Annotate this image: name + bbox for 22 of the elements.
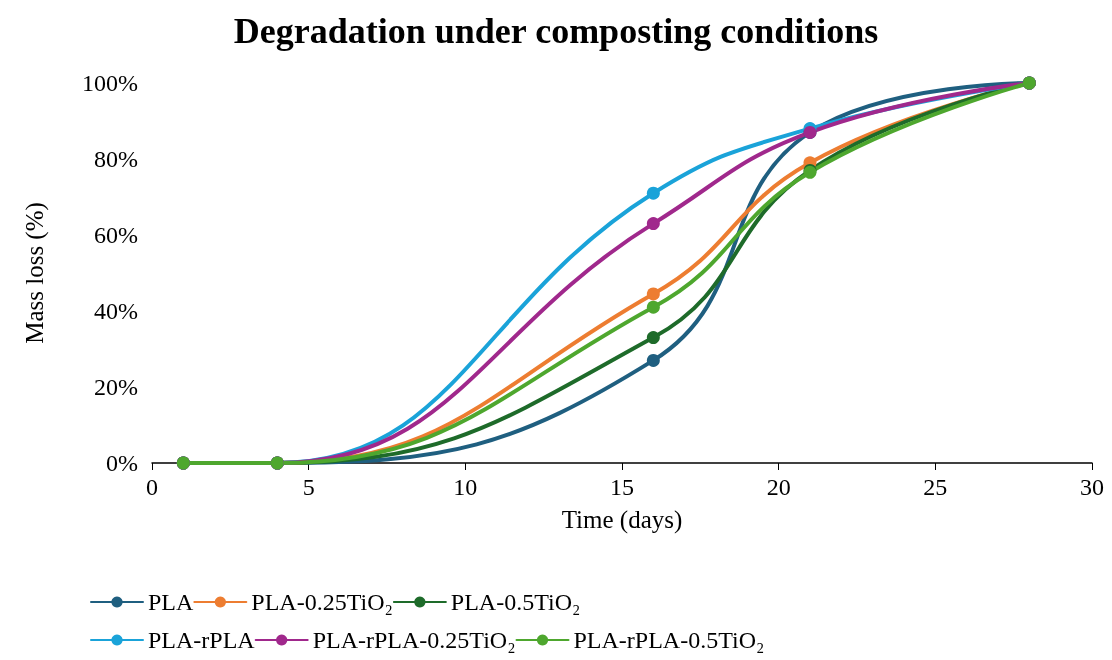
legend-label: PLA-rPLA xyxy=(148,627,256,653)
legend-label: PLA-0.25TiO₂ xyxy=(251,589,393,615)
legend-label: PLA xyxy=(148,589,195,615)
x-tick-label: 25 xyxy=(923,474,948,500)
y-tick-label: 0% xyxy=(106,450,138,476)
x-tick-label: 5 xyxy=(302,474,315,500)
x-tick-label: 10 xyxy=(453,474,478,500)
y-tick-label: 80% xyxy=(94,146,138,172)
x-tick-label: 30 xyxy=(1080,474,1104,500)
x-tick-label: 20 xyxy=(766,474,791,500)
x-axis-title: Time (days) xyxy=(561,506,683,534)
y-tick-label: 20% xyxy=(94,374,138,400)
y-tick-label: 60% xyxy=(94,222,138,248)
chart-title: Degradation under composting conditions xyxy=(233,11,879,51)
legend-label: PLA-rPLA-0.5TiO₂ xyxy=(573,627,765,653)
y-tick-label: 40% xyxy=(94,298,138,324)
legend-label: PLA-0.5TiO₂ xyxy=(450,589,581,615)
x-tick-label: 15 xyxy=(610,474,634,500)
y-tick-label: 100% xyxy=(82,70,138,96)
legend-label: PLA-rPLA-0.25TiO₂ xyxy=(312,627,516,653)
y-axis-title: Mass loss (%) xyxy=(21,202,49,344)
x-tick-label: 0 xyxy=(146,474,158,500)
